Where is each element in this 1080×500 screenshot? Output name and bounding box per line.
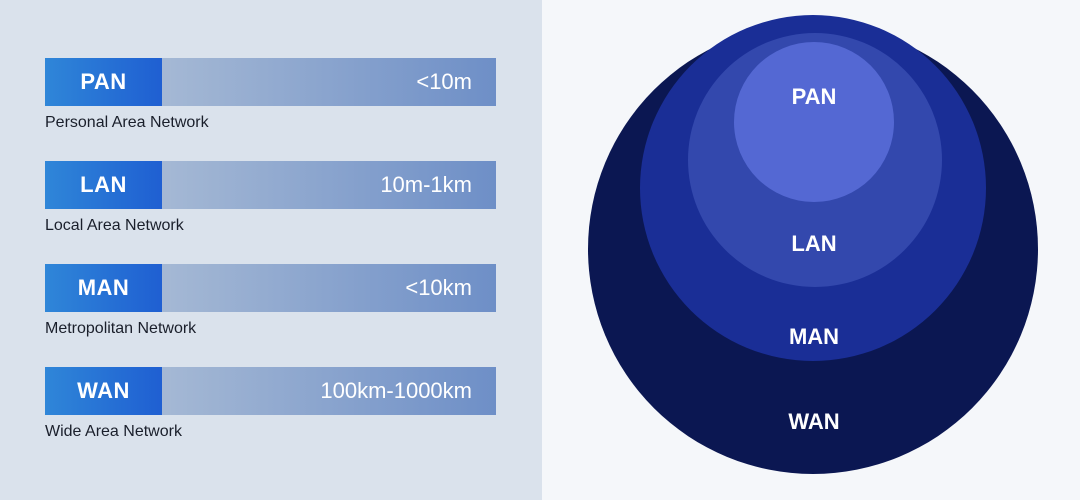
pan-circle <box>734 42 894 202</box>
network-abbr-tag: PAN <box>45 58 162 106</box>
man-circle-label: MAN <box>789 324 839 349</box>
network-abbr-tag: MAN <box>45 264 162 312</box>
range-bar: WAN 100km-1000km <box>45 367 496 415</box>
range-bar: MAN <10km <box>45 264 496 312</box>
network-range: <10m <box>416 69 472 94</box>
network-row-lan: LAN 10m-1km Local Area Network <box>45 161 496 235</box>
network-abbr-tag: LAN <box>45 161 162 209</box>
network-name: Metropolitan Network <box>45 320 197 337</box>
range-bar: LAN 10m-1km <box>45 161 496 209</box>
network-range: 100km-1000km <box>320 378 472 403</box>
nested-circles-panel: PAN LAN MAN WAN <box>542 0 1080 500</box>
wan-circle-label: WAN <box>788 409 839 434</box>
range-bar: PAN <10m <box>45 58 496 106</box>
lan-circle-label: LAN <box>791 231 836 256</box>
network-range: 10m-1km <box>380 172 472 197</box>
network-name: Local Area Network <box>45 217 184 234</box>
network-row-pan: PAN <10m Personal Area Network <box>45 58 496 132</box>
pan-circle-label: PAN <box>792 84 837 109</box>
network-name: Personal Area Network <box>45 114 209 131</box>
network-name: Wide Area Network <box>45 423 182 440</box>
network-row-man: MAN <10km Metropolitan Network <box>45 264 496 338</box>
nested-circles-diagram: PAN LAN MAN WAN <box>588 15 1038 474</box>
network-range: <10km <box>405 275 472 300</box>
network-row-wan: WAN 100km-1000km Wide Area Network <box>45 367 496 441</box>
network-list-panel: PAN <10m Personal Area Network LAN 10m-1… <box>0 0 542 500</box>
network-abbr-tag: WAN <box>45 367 162 415</box>
